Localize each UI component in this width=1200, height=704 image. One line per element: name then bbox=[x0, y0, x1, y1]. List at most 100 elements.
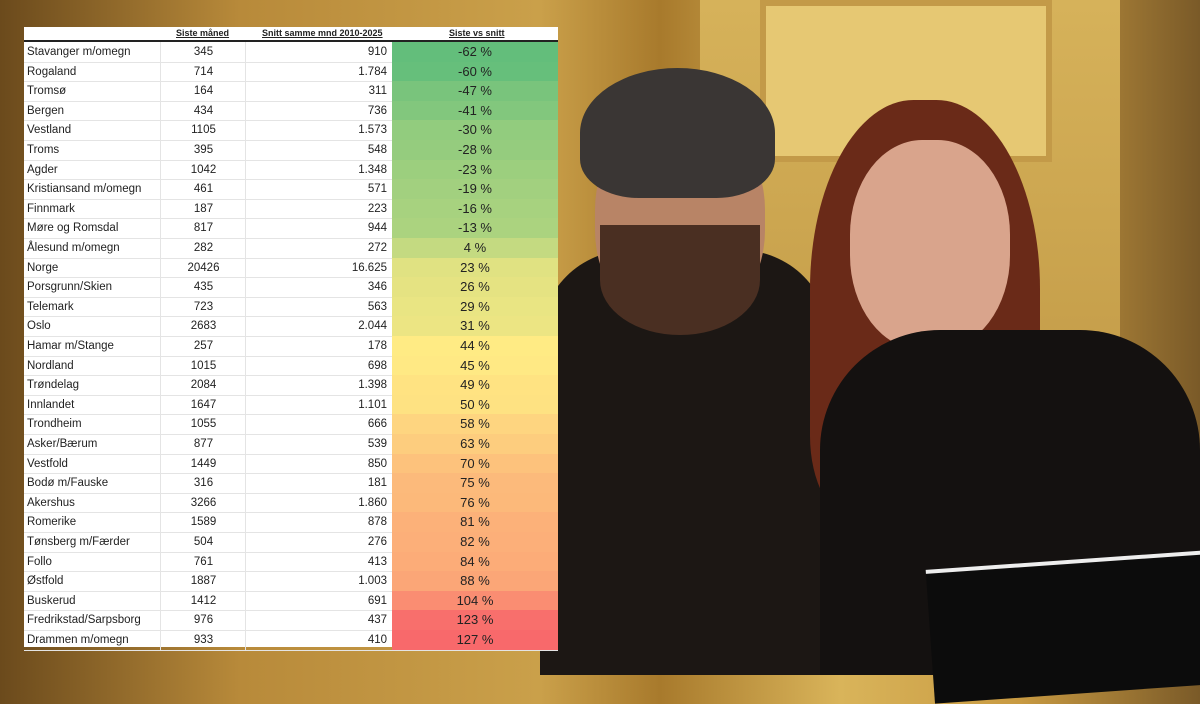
siste-maned-value: 817 bbox=[160, 218, 246, 239]
snitt-value: 1.003 bbox=[245, 571, 387, 592]
region-name: Stavanger m/omegn bbox=[27, 46, 131, 58]
region-name: Agder bbox=[27, 163, 58, 176]
snitt-value: 413 bbox=[245, 551, 387, 572]
table-row: Nordland 1015 698 45 % bbox=[24, 355, 558, 377]
region-name: Norge bbox=[27, 261, 59, 274]
region-name: Oslo bbox=[27, 320, 51, 333]
siste-maned-value: 2683 bbox=[160, 316, 246, 337]
table-header: Siste måned Snitt samme mnd 2010-2025 Si… bbox=[24, 27, 558, 42]
siste-maned-value: 1105 bbox=[160, 120, 246, 141]
snitt-value: 1.398 bbox=[245, 375, 387, 396]
snitt-value: 539 bbox=[245, 434, 387, 454]
table-row: Østfold 1887 1.003 88 % bbox=[24, 571, 558, 592]
snitt-value: 878 bbox=[245, 512, 387, 533]
siste-maned-value: 976 bbox=[160, 610, 246, 631]
region-name: Kristiansand m/omegn bbox=[27, 183, 142, 196]
siste-maned-value: 1015 bbox=[160, 355, 246, 376]
change-percent: 82 % bbox=[392, 532, 558, 552]
region-name: Fredrikstad/Sarpsborg bbox=[27, 614, 141, 627]
siste-maned-value: 1589 bbox=[160, 512, 246, 533]
siste-maned-value: 714 bbox=[160, 61, 246, 82]
siste-maned-value: 2084 bbox=[160, 375, 246, 396]
table-row: Agder 1042 1.348 -23 % bbox=[24, 159, 558, 181]
snitt-value: 346 bbox=[245, 277, 387, 298]
snitt-value: 571 bbox=[245, 179, 387, 200]
region-name: Tønsberg m/Færder bbox=[27, 536, 130, 548]
change-percent: 26 % bbox=[392, 277, 558, 298]
table-row: Trondheim 1055 666 58 % bbox=[24, 414, 558, 435]
siste-maned-value: 434 bbox=[160, 100, 246, 121]
region-name: Østfold bbox=[27, 575, 64, 588]
snitt-value: 691 bbox=[245, 590, 387, 611]
siste-maned-value: 316 bbox=[160, 473, 246, 494]
snitt-value: 736 bbox=[245, 100, 387, 121]
region-name: Buskerud bbox=[27, 594, 76, 607]
change-percent: 84 % bbox=[392, 551, 558, 572]
region-name: Nordland bbox=[27, 359, 74, 372]
siste-maned-value: 20426 bbox=[160, 257, 246, 278]
table-row: Møre og Romsdal 817 944 -13 % bbox=[24, 218, 558, 239]
snitt-value: 1.101 bbox=[245, 394, 387, 415]
region-name: Innlandet bbox=[27, 398, 75, 411]
change-percent: -19 % bbox=[392, 179, 558, 200]
change-percent: 49 % bbox=[392, 375, 558, 396]
region-name: Bergen bbox=[27, 104, 65, 117]
change-percent: -30 % bbox=[392, 120, 558, 141]
table-row: Bergen 434 736 -41 % bbox=[24, 100, 558, 122]
snitt-value: 910 bbox=[245, 42, 387, 62]
man-hat bbox=[580, 68, 775, 198]
region-name: Trondheim bbox=[27, 418, 82, 431]
header-snitt: Snitt samme mnd 2010-2025 bbox=[262, 28, 383, 38]
snitt-value: 410 bbox=[245, 630, 387, 650]
snitt-value: 1.784 bbox=[245, 61, 387, 82]
change-percent: 44 % bbox=[392, 336, 558, 356]
table-row: Trøndelag 2084 1.398 49 % bbox=[24, 375, 558, 396]
table-row: Oslo 2683 2.044 31 % bbox=[24, 316, 558, 337]
table-row: Drammen m/omegn 933 410 127 % bbox=[24, 630, 558, 651]
region-name: Follo bbox=[27, 555, 52, 568]
snitt-value: 1.348 bbox=[245, 159, 387, 180]
change-percent: 4 % bbox=[392, 238, 558, 258]
woman-face bbox=[850, 140, 1010, 350]
snitt-value: 16.625 bbox=[245, 257, 387, 278]
snitt-value: 276 bbox=[245, 532, 387, 552]
change-percent: 123 % bbox=[392, 610, 558, 631]
region-name: Finnmark bbox=[27, 202, 75, 215]
siste-maned-value: 187 bbox=[160, 198, 246, 219]
change-percent: 104 % bbox=[392, 590, 558, 611]
header-siste-maned: Siste måned bbox=[176, 28, 230, 38]
change-percent: -41 % bbox=[392, 100, 558, 121]
siste-maned-value: 3266 bbox=[160, 492, 246, 513]
table-row: Ålesund m/omegn 282 272 4 % bbox=[24, 238, 558, 259]
table-row: Finnmark 187 223 -16 % bbox=[24, 198, 558, 220]
siste-maned-value: 504 bbox=[160, 532, 246, 552]
region-name: Telemark bbox=[27, 300, 74, 313]
background-photo bbox=[540, 0, 1200, 704]
change-percent: 31 % bbox=[392, 316, 558, 337]
siste-maned-value: 723 bbox=[160, 296, 246, 317]
siste-maned-value: 933 bbox=[160, 630, 246, 650]
snitt-value: 223 bbox=[245, 198, 387, 219]
region-name: Asker/Bærum bbox=[27, 438, 98, 450]
snitt-value: 1.573 bbox=[245, 120, 387, 141]
siste-maned-value: 435 bbox=[160, 277, 246, 298]
region-name: Troms bbox=[27, 144, 60, 156]
siste-maned-value: 1042 bbox=[160, 159, 246, 180]
table-row: Vestland 1105 1.573 -30 % bbox=[24, 120, 558, 141]
table-row: Akershus 3266 1.860 76 % bbox=[24, 492, 558, 514]
table-row: Porsgrunn/Skien 435 346 26 % bbox=[24, 277, 558, 298]
table-row: Troms 395 548 -28 % bbox=[24, 140, 558, 161]
book bbox=[925, 550, 1200, 704]
change-percent: 75 % bbox=[392, 473, 558, 494]
door-panel bbox=[760, 0, 1052, 162]
table-row: Bodø m/Fauske 316 181 75 % bbox=[24, 473, 558, 494]
region-name: Bodø m/Fauske bbox=[27, 477, 109, 490]
change-percent: -28 % bbox=[392, 140, 558, 160]
table-row: Follo 761 413 84 % bbox=[24, 551, 558, 573]
siste-maned-value: 282 bbox=[160, 238, 246, 258]
region-name: Rogaland bbox=[27, 65, 77, 78]
table-row: Asker/Bærum 877 539 63 % bbox=[24, 434, 558, 455]
table-row: Innlandet 1647 1.101 50 % bbox=[24, 394, 558, 416]
data-table: Siste måned Snitt samme mnd 2010-2025 Si… bbox=[24, 27, 558, 651]
table-row: Buskerud 1412 691 104 % bbox=[24, 590, 558, 612]
